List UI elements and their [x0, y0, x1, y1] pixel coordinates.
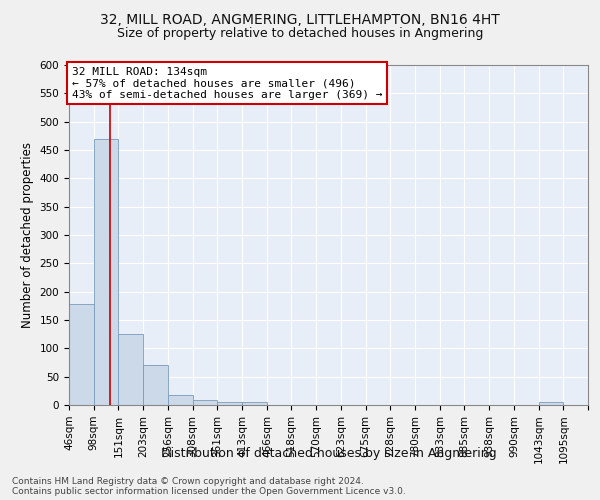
Bar — [69, 304, 94, 405]
Text: Distribution of detached houses by size in Angmering: Distribution of detached houses by size … — [161, 448, 497, 460]
Bar — [539, 402, 563, 405]
Bar — [242, 402, 266, 405]
Text: Size of property relative to detached houses in Angmering: Size of property relative to detached ho… — [117, 28, 483, 40]
Text: 32, MILL ROAD, ANGMERING, LITTLEHAMPTON, BN16 4HT: 32, MILL ROAD, ANGMERING, LITTLEHAMPTON,… — [100, 12, 500, 26]
Text: 32 MILL ROAD: 134sqm
← 57% of detached houses are smaller (496)
43% of semi-deta: 32 MILL ROAD: 134sqm ← 57% of detached h… — [71, 66, 382, 100]
Bar — [143, 366, 167, 405]
Bar — [193, 400, 217, 405]
Bar — [217, 402, 242, 405]
Bar — [168, 396, 193, 405]
Y-axis label: Number of detached properties: Number of detached properties — [21, 142, 34, 328]
Bar — [94, 139, 118, 405]
Text: Contains HM Land Registry data © Crown copyright and database right 2024.: Contains HM Land Registry data © Crown c… — [12, 477, 364, 486]
Bar — [118, 334, 143, 405]
Text: Contains public sector information licensed under the Open Government Licence v3: Contains public sector information licen… — [12, 487, 406, 496]
